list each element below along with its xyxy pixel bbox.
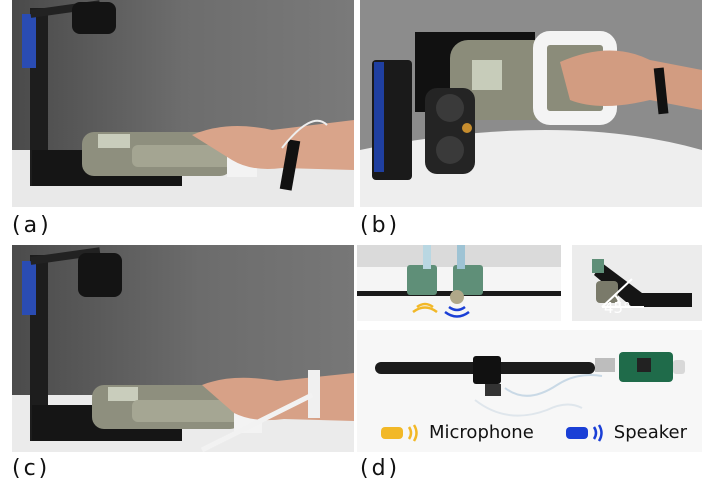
- photo-panel-d-angle: 45°: [572, 245, 702, 321]
- caption-b: (b): [360, 213, 401, 238]
- photo-panel-d-wristband: Microphone Speaker: [357, 330, 702, 452]
- photo-panel-d-device: [357, 245, 561, 321]
- microphone-icon: [381, 423, 425, 443]
- caption-c: (c): [12, 456, 51, 481]
- photo-panel-c: [12, 245, 354, 452]
- photo-panel-a: [12, 0, 354, 207]
- legend: Microphone Speaker: [381, 422, 687, 443]
- caption-a: (a): [12, 213, 52, 238]
- speaker-legend-label: Speaker: [613, 422, 687, 443]
- speaker-icon: [565, 423, 610, 443]
- photo-panel-b: [360, 0, 702, 207]
- caption-d: (d): [360, 456, 401, 481]
- microphone-legend-label: Microphone: [429, 422, 534, 443]
- angle-label: 45°: [604, 299, 631, 317]
